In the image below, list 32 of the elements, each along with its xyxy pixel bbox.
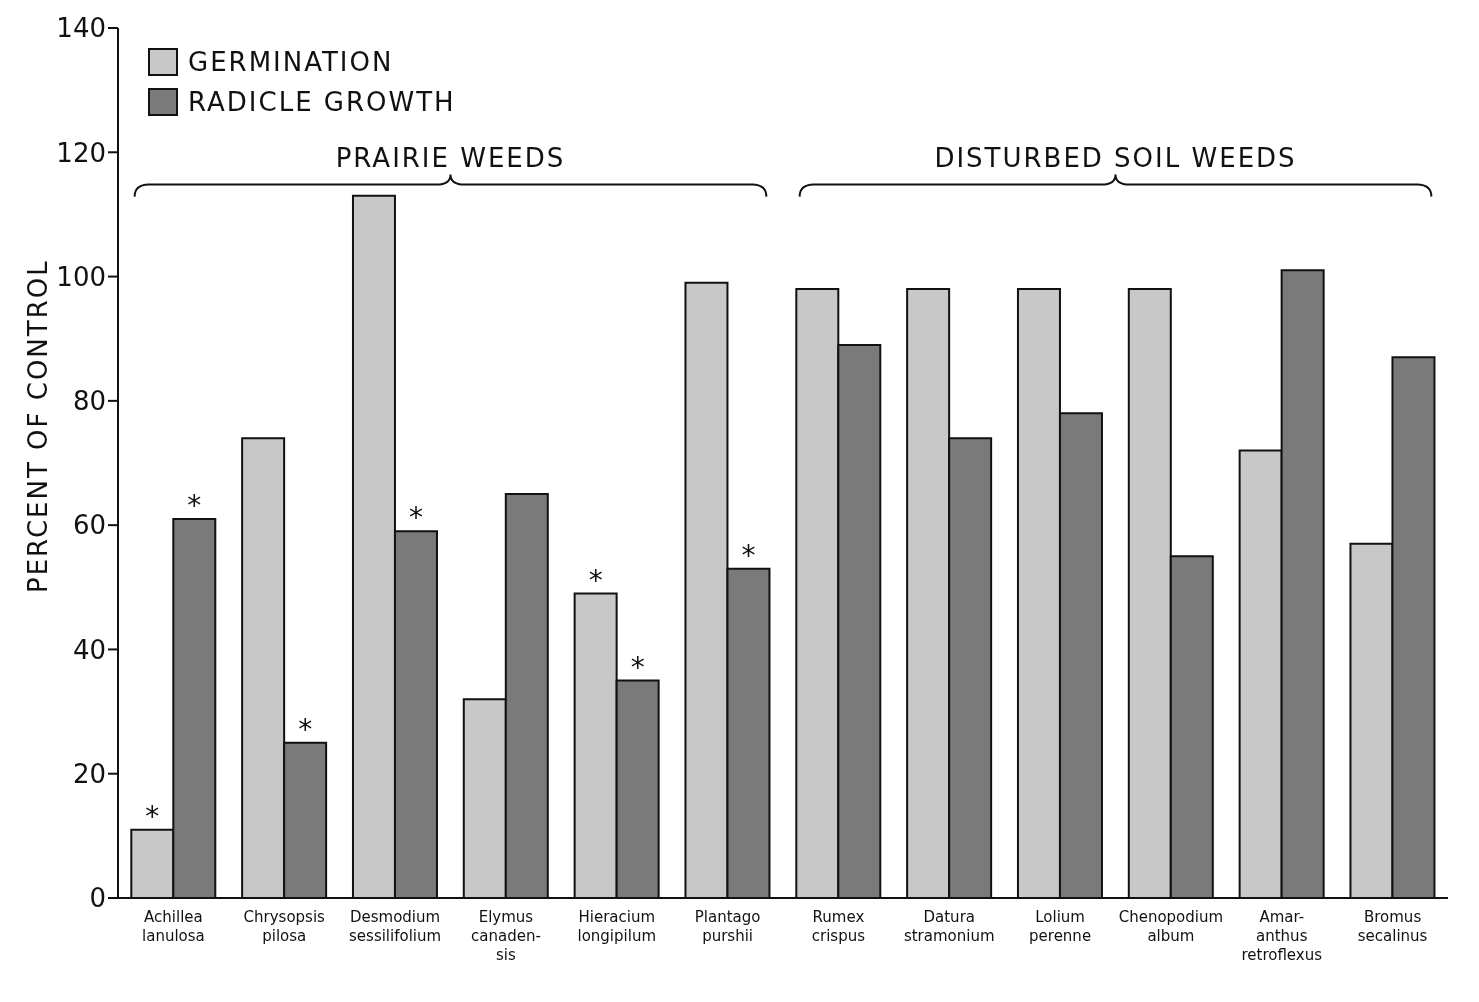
annotation: * — [298, 712, 313, 746]
x-tick-label: Plantago purshii — [694, 908, 761, 945]
x-tick-label: Lolium perenne — [1029, 908, 1092, 945]
annotation: * — [741, 538, 756, 572]
x-tick-label: Rumex crispus — [811, 908, 866, 945]
x-tick-label: Hieracium longipilum — [577, 908, 657, 945]
legend-label: GERMINATION — [188, 47, 394, 77]
x-tick-label: Chenopodium album — [1118, 908, 1224, 945]
y-axis-title: PERCENT OF CONTROL — [23, 259, 54, 593]
x-tick-label: Amar- anthus retroflexus — [1241, 908, 1323, 964]
x-tick-label: Datura stramonium — [903, 908, 995, 945]
y-tick-label: 140 — [56, 13, 106, 44]
annotation: DISTURBED SOIL WEEDS — [934, 142, 1297, 173]
annotation: PRAIRIE WEEDS — [335, 142, 566, 173]
y-tick-label: 100 — [56, 261, 106, 292]
annotation: * — [187, 488, 202, 522]
y-tick-label: 0 — [89, 883, 106, 914]
annotation: * — [630, 650, 645, 684]
y-tick-label: 40 — [72, 634, 106, 665]
y-tick-label: 60 — [72, 510, 106, 541]
annotation: * — [588, 563, 603, 597]
y-tick-label: 80 — [72, 386, 106, 417]
x-tick-label: Chrysopsis pilosa — [243, 908, 326, 945]
y-tick-label: 120 — [56, 137, 106, 168]
y-tick-label: 20 — [72, 758, 106, 789]
annotation: * — [408, 501, 423, 535]
x-tick-label: Bromus secalinus — [1357, 908, 1428, 945]
x-tick-label: Elymus canaden- sis — [471, 908, 541, 964]
x-tick-label: Achillea lanulosa — [142, 908, 205, 945]
x-tick-label: Desmodium sessilifolium — [349, 908, 442, 945]
annotation: * — [145, 799, 160, 833]
legend-label: RADICLE GROWTH — [188, 87, 456, 117]
